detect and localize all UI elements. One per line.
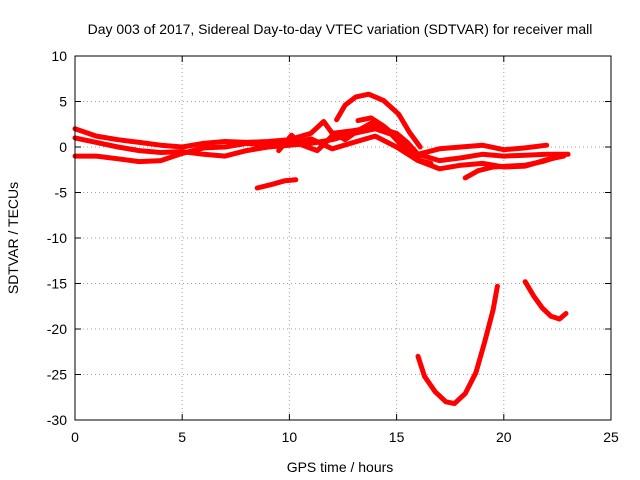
x-axis-label: GPS time / hours <box>287 459 394 475</box>
x-tick-label: 15 <box>389 429 405 445</box>
y-tick-label: 5 <box>59 94 67 110</box>
y-axis-label: SDTVAR / TECUs <box>5 182 21 294</box>
x-tick-label: 20 <box>496 429 512 445</box>
x-tick-label: 0 <box>71 429 79 445</box>
series-line-arc-8 <box>462 153 562 181</box>
y-tick-label: -10 <box>47 230 67 246</box>
series-line-arc-9 <box>415 283 500 407</box>
series-line-arc-10 <box>522 279 569 322</box>
series-line-arc-4 <box>276 120 434 166</box>
y-tick-label: -20 <box>47 321 67 337</box>
y-tick-label: 10 <box>51 48 67 64</box>
series-line-arc-6 <box>355 115 400 140</box>
x-tick-label: 5 <box>178 429 186 445</box>
x-tick-label: 25 <box>603 429 619 445</box>
series-line-arc-5 <box>334 91 423 150</box>
y-tick-label: -15 <box>47 276 67 292</box>
ticks: 0 5 10 15 20 25 10 5 0 -5 -10 -15 -20 -25 -30 <box>47 48 619 445</box>
series-line-arc-7 <box>254 177 299 191</box>
chart-title: Day 003 of 2017, Sidereal Day-to-day VTE… <box>88 21 593 37</box>
x-tick-label: 10 <box>282 429 298 445</box>
y-tick-label: -25 <box>47 367 67 383</box>
series-line-arc-1 <box>72 119 550 157</box>
y-tick-label: -30 <box>47 412 67 428</box>
y-tick-label: -5 <box>55 185 68 201</box>
series-group <box>72 91 571 407</box>
y-tick-label: 0 <box>59 139 67 155</box>
